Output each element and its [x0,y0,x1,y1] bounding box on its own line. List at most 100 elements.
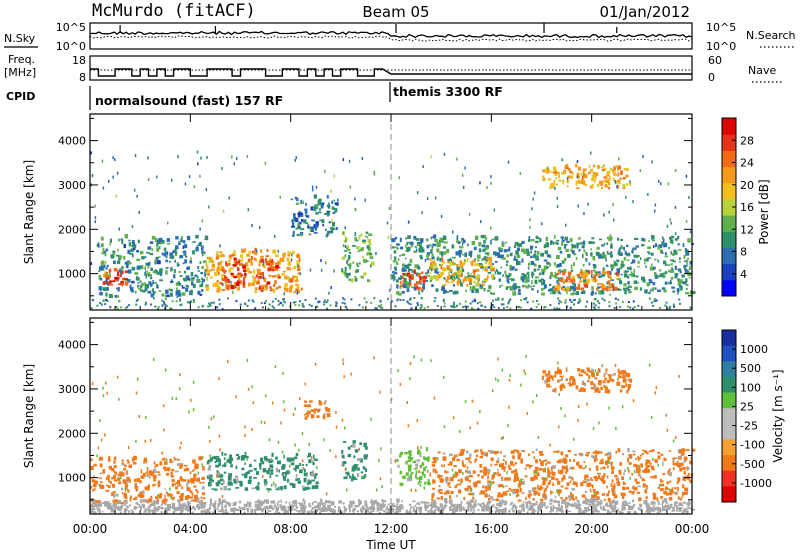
echo-speckle [437,258,439,261]
echo-cell [138,288,141,290]
echo-cell [164,488,166,490]
echo-cell [647,465,651,467]
echo-cell [613,285,615,289]
echo-cell [638,497,641,501]
echo-cell [432,254,434,257]
echo-cell [182,287,185,289]
echo-speckle [355,208,357,211]
echo-cell [111,468,114,471]
echo-cell [217,267,220,271]
echo-cell [114,479,117,481]
echo-cell [356,246,359,250]
echo-cell [267,267,271,271]
echo-ground [593,306,595,308]
echo-cell [558,503,560,506]
echo-cell [581,173,583,177]
echo-cell [539,273,542,276]
echo-cell [591,506,594,509]
echo-cell [459,250,462,253]
echo-cell [582,381,585,384]
echo-cell [99,286,102,290]
echo-cell [608,183,610,185]
echo-speckle [185,182,187,185]
echo-cell [167,467,171,471]
echo-ground [370,302,372,304]
echo-cell [583,168,587,171]
echo-speckle [291,253,293,256]
echo-speckle [579,373,581,376]
echo-speckle [139,415,141,418]
echo-cell [678,456,681,459]
echo-ground [656,299,658,301]
echo-cell [509,247,511,251]
echo-speckle [606,282,608,285]
echo-cell [430,244,432,246]
echo-cell [548,289,551,292]
echo-cell [605,454,608,456]
echo-cell [505,461,507,465]
echo-cell [576,500,579,503]
echo-ground [615,298,617,300]
echo-cell [542,179,545,181]
echo-cell [208,466,211,471]
echo-cell [525,497,527,500]
colorbar-tick-label: 24 [740,157,754,170]
echo-cell [607,253,611,255]
echo-cell [461,501,463,504]
echo-cell [549,375,553,379]
echo-speckle [417,446,419,449]
echo-cell [351,279,354,283]
echo-speckle [550,242,552,245]
echo-cell [583,461,585,463]
echo-speckle [311,456,313,459]
echo-speckle [536,471,538,474]
echo-cell [576,182,578,186]
echo-ground [281,509,283,511]
echo-cell [631,473,633,476]
echo-cell [305,416,308,419]
echo-cell [562,260,564,263]
echo-cell [285,471,287,475]
echo-ground [299,300,301,302]
echo-cell [124,504,126,506]
echo-cell [314,475,316,479]
echo-speckle [375,252,377,255]
echo-ground [664,305,666,307]
echo-cell [657,497,659,501]
echo-cell [201,248,204,251]
echo-cell [242,474,245,476]
echo-cell [345,254,347,257]
echo-cell [146,252,149,254]
echo-speckle [326,409,328,412]
echo-cell [316,415,319,418]
echo-cell [282,254,285,257]
echo-ground [180,304,182,306]
echo-cell [115,295,117,298]
echo-cell [458,479,461,481]
echo-cell [110,481,112,484]
echo-speckle [615,427,617,430]
echo-ground [598,307,600,309]
echo-cell [172,483,174,487]
echo-cell [342,257,345,260]
echo-cell [325,229,327,231]
echo-cell [472,260,476,263]
echo-ground [164,304,166,306]
echo-cell [576,187,580,189]
echo-cell [425,272,427,274]
echo-cell [452,257,456,259]
echo-cell [264,479,267,481]
echo-ground [298,304,300,306]
echo-speckle [345,245,347,248]
echo-cell [404,269,407,271]
echo-ground [502,299,504,301]
echo-ground [413,297,415,299]
echo-speckle [652,458,654,461]
echo-cell [576,483,578,487]
echo-cell [271,466,273,468]
echo-cell [689,268,691,270]
echo-speckle [668,182,670,185]
echo-cell [508,468,511,470]
echo-ground [161,300,163,302]
echo-cell [651,264,653,266]
